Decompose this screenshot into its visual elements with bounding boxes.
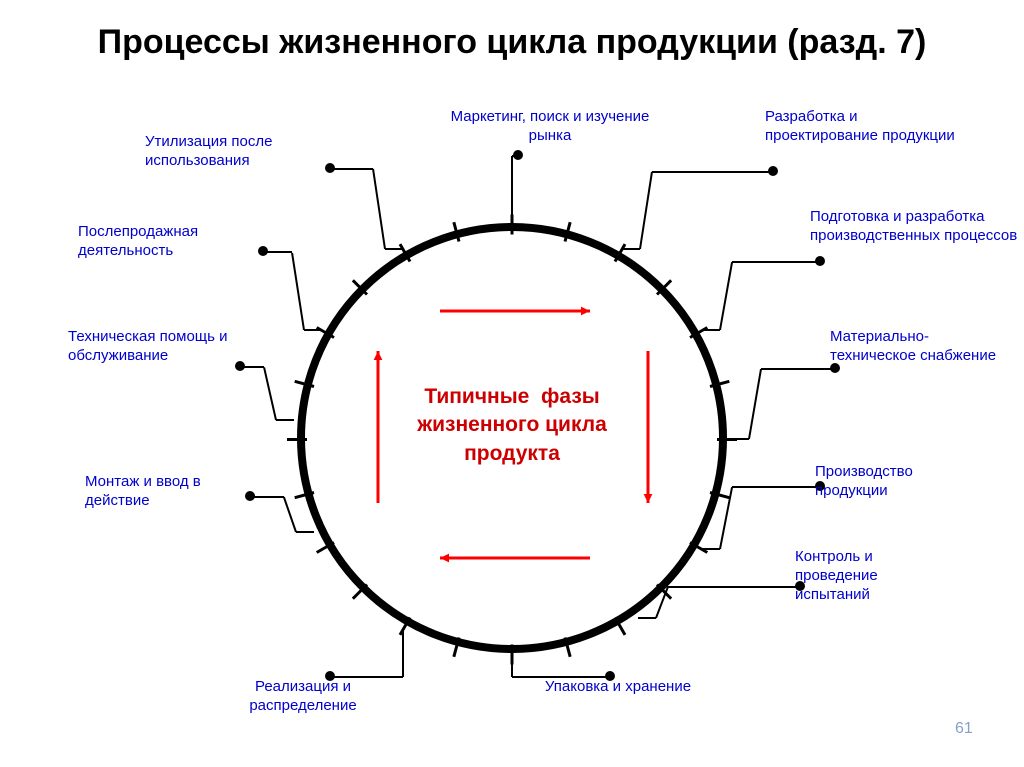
connector-line (304, 329, 322, 331)
flow-arrow (636, 339, 660, 515)
flow-arrow (428, 546, 602, 570)
connector-line (402, 629, 404, 677)
connector-line (761, 368, 835, 370)
phase-label-supply: Материально-техническое снабжение (830, 328, 1010, 366)
connector-line (276, 419, 294, 421)
connector-line (511, 156, 513, 220)
connector-line (512, 155, 518, 157)
flow-arrow (428, 299, 602, 323)
connector-line (372, 169, 386, 250)
connector-line (263, 367, 277, 420)
connector-line (385, 248, 403, 250)
circle-tick (287, 438, 307, 441)
page-number: 61 (955, 720, 973, 738)
phase-label-preparation: Подготовка и разработка производственных… (810, 208, 1020, 246)
phase-label-aftersales: Послепродажная деятельность (78, 223, 268, 261)
connector-line (702, 329, 720, 331)
connector-line (330, 168, 373, 170)
connector-line (732, 486, 820, 488)
page-title: Процессы жизненного цикла продукции (раз… (0, 0, 1024, 64)
phase-label-development: Разработка и проектирование продукции (765, 108, 955, 146)
phase-label-packaging: Упаковка и хранение (543, 678, 693, 697)
phase-label-install: Монтаж и ввод в действие (85, 473, 245, 511)
connector-line (719, 262, 733, 330)
phase-label-technical: Техническая помощь и обслуживание (68, 328, 238, 366)
connector-line (668, 586, 800, 588)
connector-line (638, 617, 656, 619)
flow-arrow (366, 339, 390, 515)
connector-line (291, 252, 305, 330)
connector-line (296, 531, 314, 533)
connector-line (283, 497, 297, 532)
connector-line (639, 172, 653, 250)
phase-label-disposal: Утилизация после использования (145, 133, 335, 171)
lifecycle-diagram: Типичные фазы жизненного цикла продукта М… (0, 108, 1024, 748)
phase-label-control: Контроль и проведение испытаний (795, 548, 955, 604)
connector-line (732, 261, 820, 263)
connector-line (748, 369, 762, 439)
connector-line (622, 248, 640, 250)
connector-line (702, 548, 720, 550)
center-label: Типичные фазы жизненного цикла продукта (392, 383, 632, 468)
phase-label-sales: Реализация и распределение (218, 678, 388, 716)
connector-line (652, 171, 774, 173)
connector-line (511, 658, 513, 677)
phase-label-marketing: Маркетинг, поиск и изучение рынка (450, 108, 650, 146)
connector-line (731, 438, 749, 440)
phase-label-production: Производство продукции (815, 463, 985, 501)
connector-line (250, 496, 284, 498)
connector-line (240, 366, 264, 368)
